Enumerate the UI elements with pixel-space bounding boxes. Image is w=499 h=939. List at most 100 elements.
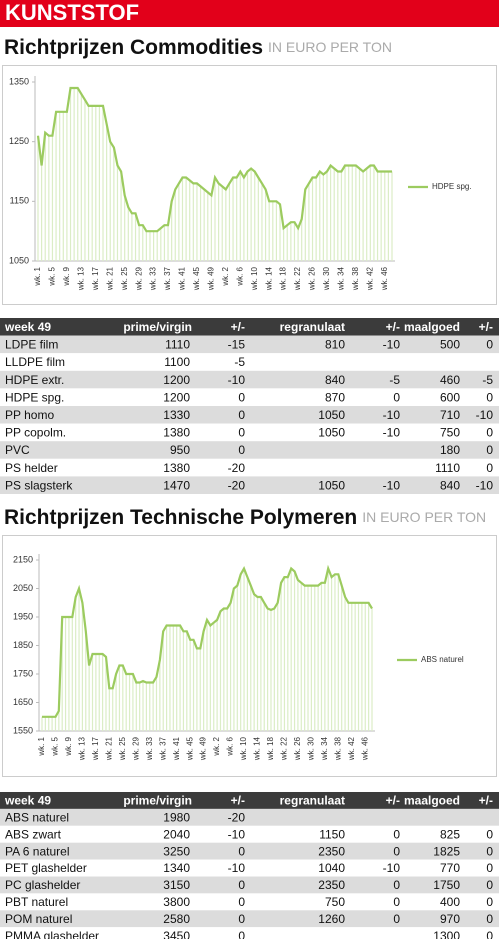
row-label: PP copolm. xyxy=(5,426,66,440)
x-tick-label: wk. 14 xyxy=(253,736,262,761)
table-row xyxy=(0,876,499,894)
table-cell: 0 xyxy=(486,443,493,457)
y-tick-label: 1550 xyxy=(13,725,33,735)
table-cell: 2580 xyxy=(163,912,190,926)
row-label: LLDPE film xyxy=(5,355,65,369)
column-header: +/- xyxy=(231,794,245,808)
x-tick-label: wk. 1 xyxy=(33,266,42,286)
table-cell: -10 xyxy=(383,426,401,440)
x-tick-label: wk. 18 xyxy=(279,266,288,291)
x-tick-label: wk. 14 xyxy=(264,266,273,291)
x-tick-label: wk. 25 xyxy=(120,266,129,291)
table-cell: 0 xyxy=(486,827,493,841)
table-cell: 750 xyxy=(440,426,460,440)
column-header: regranulaat xyxy=(280,320,345,334)
column-header: prime/virgin xyxy=(123,320,192,334)
x-tick-label: wk. 13 xyxy=(78,736,87,761)
table-cell: -10 xyxy=(476,478,494,492)
table-row xyxy=(0,842,499,860)
table-cell: 0 xyxy=(238,844,245,858)
table-cell: 3800 xyxy=(163,895,190,909)
table-row xyxy=(0,406,499,424)
section-title-text: Richtprijzen Technische Polymeren xyxy=(4,506,357,529)
column-header: week 49 xyxy=(4,794,51,808)
column-header: regranulaat xyxy=(280,794,345,808)
x-tick-label: wk. 45 xyxy=(185,736,194,761)
table-cell: 0 xyxy=(486,895,493,909)
column-header: prime/virgin xyxy=(123,794,192,808)
table-cell: -5 xyxy=(389,373,400,387)
x-tick-label: wk. 49 xyxy=(199,736,208,761)
table-cell: 0 xyxy=(486,338,493,352)
y-tick-label: 2150 xyxy=(13,554,33,564)
table-cell: -5 xyxy=(482,373,493,387)
table-row xyxy=(0,335,499,354)
x-tick-label: wk. 38 xyxy=(333,736,342,761)
table-cell: 825 xyxy=(440,827,460,841)
table-cell: 1380 xyxy=(163,426,190,440)
table-cell: 3450 xyxy=(163,929,190,939)
table-cell: -20 xyxy=(228,478,246,492)
table-cell: 2040 xyxy=(163,827,190,841)
table-row xyxy=(0,808,499,826)
table-cell: 840 xyxy=(325,373,345,387)
table-row xyxy=(0,910,499,928)
row-label: LDPE film xyxy=(5,338,58,352)
x-tick-label: wk. 46 xyxy=(360,736,369,761)
row-label: ABS zwart xyxy=(5,827,62,841)
table-cell: 0 xyxy=(486,426,493,440)
x-tick-label: wk. 2 xyxy=(221,266,230,286)
table-cell: 500 xyxy=(440,338,460,352)
table-cell: 1750 xyxy=(433,878,460,892)
x-tick-label: wk. 38 xyxy=(351,266,360,291)
table-cell: 460 xyxy=(440,373,460,387)
x-tick-label: wk. 42 xyxy=(365,266,374,291)
x-tick-label: wk. 30 xyxy=(306,736,315,761)
table-cell: 600 xyxy=(440,390,460,404)
column-header: +/- xyxy=(231,320,245,334)
x-tick-label: wk. 10 xyxy=(239,736,248,761)
x-tick-label: wk. 21 xyxy=(104,736,113,761)
table-cell: 1200 xyxy=(163,373,190,387)
table-cell: 1340 xyxy=(163,861,190,875)
section-unit: IN EURO PER TON xyxy=(362,509,486,525)
x-tick-label: wk. 49 xyxy=(206,266,215,291)
x-tick-label: wk. 26 xyxy=(308,266,317,291)
table-cell: 0 xyxy=(238,443,245,457)
table-row xyxy=(0,423,499,442)
table-cell: 0 xyxy=(486,912,493,926)
table-cell: -15 xyxy=(228,338,246,352)
table-cell: 0 xyxy=(238,895,245,909)
row-label: PS helder xyxy=(5,461,58,475)
table-cell: 0 xyxy=(238,408,245,422)
legend-label: ABS naturel xyxy=(421,655,464,664)
x-tick-label: wk. 22 xyxy=(293,266,302,291)
row-label: PC glashelder xyxy=(5,878,80,892)
table-cell: 1040 xyxy=(318,861,345,875)
table-cell: 970 xyxy=(440,912,460,926)
chart-frame xyxy=(2,535,497,777)
table-header-row xyxy=(0,792,499,809)
x-tick-label: wk. 2 xyxy=(212,736,221,756)
column-header: +/- xyxy=(386,794,400,808)
table-cell: 1330 xyxy=(163,408,190,422)
x-tick-label: wk. 34 xyxy=(337,266,346,291)
table-cell: 1260 xyxy=(318,912,345,926)
table-cell: 1200 xyxy=(163,390,190,404)
row-label: PMMA glashelder xyxy=(5,929,99,939)
x-tick-label: wk. 33 xyxy=(145,736,154,761)
table-row xyxy=(0,859,499,877)
y-tick-label: 1350 xyxy=(9,76,29,86)
x-tick-label: wk. 9 xyxy=(62,266,71,286)
column-header: +/- xyxy=(479,320,493,334)
table-row xyxy=(0,353,499,371)
table-cell: 0 xyxy=(486,390,493,404)
table-cell: 1100 xyxy=(164,355,190,369)
table-cell: 0 xyxy=(393,912,400,926)
table-cell: 1050 xyxy=(318,478,345,492)
y-tick-label: 1950 xyxy=(13,611,33,621)
section-unit: IN EURO PER TON xyxy=(268,39,392,55)
table-cell: 1380 xyxy=(163,461,190,475)
